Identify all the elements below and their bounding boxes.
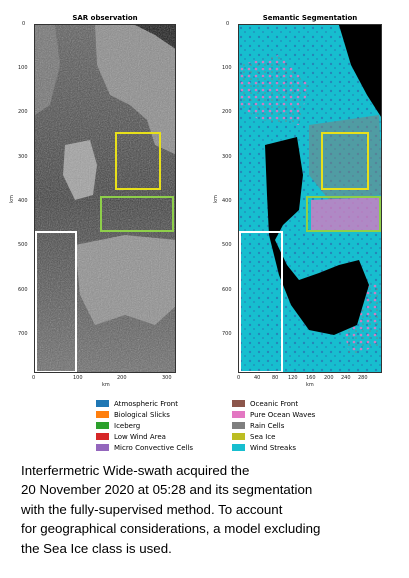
sar-box-green (100, 196, 174, 232)
seg-x-tick: 160 (306, 375, 316, 381)
seg-box-yellow (321, 132, 369, 190)
seg-x-tick: 280 (358, 375, 368, 381)
legend-label: Sea Ice (250, 432, 276, 441)
caption-line: 20 November 2020 at 05:28 and its segmen… (21, 482, 313, 498)
seg-x-tick: 120 (288, 375, 298, 381)
legend-item: Biological Slicks (96, 410, 170, 419)
legend-swatch (96, 411, 109, 418)
sar-y-tick: 600 (18, 287, 28, 293)
legend-item: Wind Streaks (232, 443, 296, 452)
legend-label: Pure Ocean Waves (250, 410, 316, 419)
sar-box-yellow (115, 132, 161, 190)
sar-y-tick: 200 (18, 109, 28, 115)
legend-label: Wind Streaks (250, 443, 297, 452)
seg-x-tick: 240 (341, 375, 351, 381)
seg-x-tick: 80 (272, 375, 279, 381)
legend-swatch (96, 444, 109, 451)
seg-y-label: km (212, 195, 219, 203)
legend-swatch (96, 433, 109, 440)
sar-y-tick: 700 (18, 331, 28, 337)
seg-y-tick: 400 (222, 198, 232, 204)
seg-x-tick: 200 (324, 375, 334, 381)
caption-line: for geographical considerations, a model… (21, 521, 321, 537)
legend-item: Pure Ocean Waves (232, 410, 315, 419)
legend-item: Low Wind Area (96, 432, 166, 441)
legend-label: Oceanic Front (250, 399, 299, 408)
legend-swatch (96, 422, 109, 429)
sar-y-tick: 400 (18, 198, 28, 204)
legend-item: Iceberg (96, 421, 140, 430)
figure-caption: Interfermetric Wide-swath acquired the 2… (21, 461, 401, 558)
seg-box-white (239, 231, 283, 372)
sar-image (34, 24, 176, 373)
sar-panel-title: SAR observation (72, 14, 138, 22)
seg-image (238, 24, 382, 373)
legend-label: Atmospheric Front (114, 399, 178, 408)
seg-y-tick: 500 (222, 242, 232, 248)
sar-y-tick: 100 (18, 65, 28, 71)
legend-item: Sea Ice (232, 432, 275, 441)
legend-label: Iceberg (114, 421, 141, 430)
caption-line: the Sea Ice class is used. (21, 540, 172, 556)
seg-y-tick: 700 (222, 331, 232, 337)
legend-swatch (232, 433, 245, 440)
caption-line: Interfermetric Wide-swath acquired the (21, 463, 250, 478)
seg-x-tick: 40 (254, 375, 261, 381)
seg-y-tick: 0 (226, 21, 230, 27)
sar-y-label: km (8, 195, 15, 203)
legend-swatch (96, 400, 109, 407)
sar-x-label: km (102, 382, 110, 388)
seg-image-graphic (239, 25, 381, 372)
sar-x-tick: 300 (162, 375, 172, 381)
legend: Atmospheric Front Biological Slicks Iceb… (96, 399, 366, 457)
sar-y-tick: 300 (18, 154, 28, 160)
legend-item: Micro Convective Cells (96, 443, 193, 452)
sar-y-tick: 500 (18, 242, 28, 248)
sar-image-graphic (35, 25, 175, 372)
legend-swatch (232, 411, 245, 418)
legend-label: Biological Slicks (114, 410, 170, 419)
seg-y-tick: 200 (222, 109, 232, 115)
sar-x-tick: 200 (117, 375, 127, 381)
seg-y-tick: 300 (222, 154, 232, 160)
legend-swatch (232, 444, 245, 451)
legend-label: Micro Convective Cells (114, 443, 194, 452)
legend-swatch (232, 422, 245, 429)
sar-x-tick: 0 (32, 375, 36, 381)
legend-item: Oceanic Front (232, 399, 298, 408)
seg-x-label: km (306, 382, 314, 388)
legend-label: Low Wind Area (114, 432, 166, 441)
legend-swatch (232, 400, 245, 407)
legend-item: Atmospheric Front (96, 399, 178, 408)
legend-label: Rain Cells (250, 421, 285, 430)
sar-y-tick: 0 (22, 21, 26, 27)
seg-y-tick: 600 (222, 287, 232, 293)
sar-box-white (35, 231, 77, 372)
legend-item: Rain Cells (232, 421, 284, 430)
seg-box-green (306, 196, 381, 232)
sar-x-tick: 100 (73, 375, 83, 381)
seg-x-tick: 0 (237, 375, 241, 381)
caption-line: with the fully-supervised method. To acc… (21, 501, 283, 517)
seg-y-tick: 100 (222, 65, 232, 71)
seg-panel-title: Semantic Segmentation (262, 14, 358, 22)
